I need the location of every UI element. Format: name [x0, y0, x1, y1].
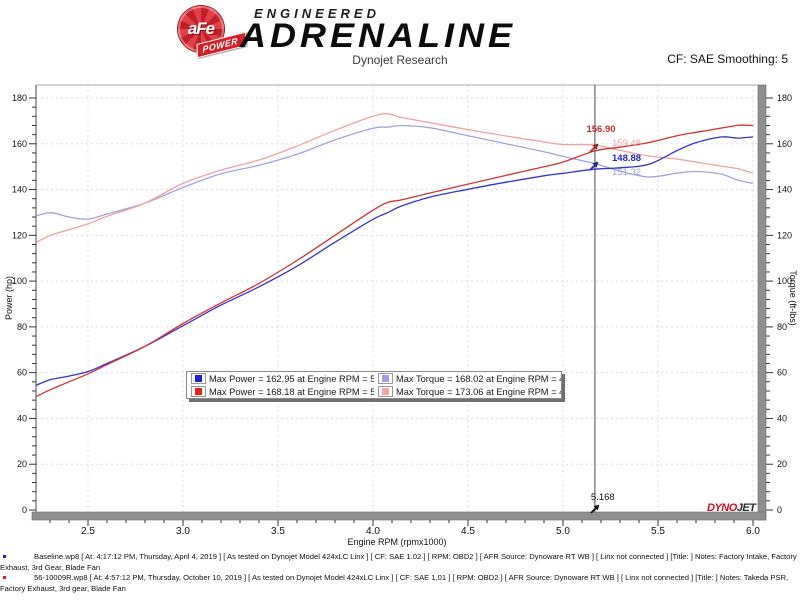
x-tick-label: 3.0 — [176, 526, 190, 537]
brand-adrenaline: ADRENALINE — [240, 15, 517, 55]
correction-factor-label: CF: SAE Smoothing: 5 — [667, 52, 788, 66]
y-right-tick-label: 0 — [777, 505, 782, 515]
marker-head — [592, 143, 599, 150]
dynojet-logo-jet: JET — [737, 502, 757, 514]
afe-logo-text: aFe — [187, 19, 215, 38]
x-tick-label: 4.0 — [366, 526, 380, 537]
cursor-marker-icon — [590, 504, 600, 514]
takeda-torque-curve — [36, 113, 754, 244]
marker-head — [593, 504, 600, 511]
x-tick-label: 3.5 — [271, 526, 285, 537]
y-right-tick-label: 40 — [777, 413, 787, 423]
y-left-tick-label: 60 — [17, 368, 27, 378]
y-left-tick-label: 20 — [17, 459, 27, 469]
y-right-tick-label: 60 — [777, 368, 787, 378]
run-info-footer: Baseline.wp8 [ At: 4:17:12 PM, Thursday,… — [0, 552, 798, 594]
legend-item-takeda-power: Max Power = 168.18 at Engine RPM = 5.93 — [187, 385, 374, 398]
cursor-value-label: 151.32 — [612, 167, 641, 178]
x-ticks: 2.5 3.0 3.5 4.0 4.5 5.0 5.5 6.0 — [49, 520, 760, 537]
dynojet-logo: DYNOJET — [707, 502, 757, 514]
cursor-rpm-label: 5.168 — [591, 492, 615, 503]
y-right-tick-label: 180 — [777, 93, 792, 103]
y-right-axis-title: Torque (ft-lbs) — [788, 270, 798, 326]
y-left-tick-label: 160 — [12, 139, 27, 149]
gridlines — [36, 85, 758, 512]
y-left-axis-title: Power (hp) — [4, 276, 14, 320]
baseline-power-swatch — [195, 375, 202, 382]
takeda-torque-swatch — [382, 388, 389, 395]
legend-label: Max Power = 168.18 at Engine RPM = 5.93 — [209, 386, 374, 397]
x-axis-band — [31, 511, 767, 521]
afe-logo: aFe POWER — [178, 4, 247, 59]
legend-item-baseline-torque: Max Torque = 168.02 at Engine RPM = 4.15 — [374, 372, 561, 385]
legend-swatch-frame — [378, 386, 393, 397]
brand-wordmark: ENGINEERED ADRENALINE — [240, 4, 517, 55]
y-right-tick-label: 140 — [777, 185, 792, 195]
report-title: Dynojet Research — [352, 53, 448, 67]
legend-label: Max Torque = 168.02 at Engine RPM = 4.15 — [396, 373, 561, 384]
run-info-baseline: Baseline.wp8 [ At: 4:17:12 PM, Thursday,… — [0, 552, 798, 573]
legend-swatch-frame — [191, 373, 206, 384]
cursor-marker-icon — [589, 161, 599, 171]
brand-logo: aFe POWER ENGINEERED ADRENALINE — [178, 4, 517, 59]
baseline-torque-swatch — [382, 375, 389, 382]
y-right-tick-label: 80 — [777, 322, 787, 332]
legend-swatch-frame — [191, 386, 206, 397]
cursor-marker-icon — [589, 143, 599, 153]
x-tick-label: 4.5 — [461, 526, 475, 537]
marker-head — [592, 161, 599, 168]
y-right-tick-label: 160 — [777, 139, 792, 149]
legend-label: Max Torque = 173.06 at Engine RPM = 4.08 — [396, 386, 561, 397]
x-tick-label: 6.0 — [746, 526, 760, 537]
y-right-tick-label: 120 — [777, 230, 792, 240]
y-left-tick-label: 140 — [12, 185, 27, 195]
brand-engineered: ENGINEERED — [254, 6, 380, 21]
takeda-power-curve — [36, 124, 754, 398]
cursor-value-label: 156.90 — [586, 124, 615, 135]
max-values-legend[interactable]: Max Power = 162.95 at Engine RPM = 5.83 … — [186, 371, 562, 399]
x-tick-label: 5.0 — [556, 526, 570, 537]
run-info-text: Baseline.wp8 [ At: 4:17:12 PM, Thursday,… — [0, 552, 797, 572]
baseline-torque-curve — [36, 124, 754, 220]
y-left-tick-label: 100 — [12, 276, 27, 286]
y-left-tick-label: 180 — [12, 93, 27, 103]
y-left-ticks: 0 20 40 60 80 100 120 140 160 180 — [12, 93, 36, 515]
x-tick-label: 2.5 — [81, 526, 95, 537]
x-axis-title: Engine RPM (rpmx1000) — [347, 537, 446, 547]
x-tick-label: 5.5 — [651, 526, 665, 537]
cursor-value-label: 159.48 — [612, 138, 641, 149]
legend-item-takeda-torque: Max Torque = 173.06 at Engine RPM = 4.08 — [374, 385, 561, 398]
y-left-tick-label: 0 — [22, 505, 27, 515]
legend-swatch-frame — [378, 373, 393, 384]
takeda-run-marker — [3, 576, 6, 580]
y-left-tick-label: 120 — [12, 230, 27, 240]
cursor-value-label: 148.88 — [612, 153, 641, 164]
curves — [36, 113, 754, 398]
legend-label: Max Power = 162.95 at Engine RPM = 5.83 — [209, 373, 374, 384]
y-right-tick-label: 20 — [777, 459, 787, 469]
run-info-text: 56-10009R.wp8 [ At: 4:57:12 PM, Thursday… — [0, 573, 789, 593]
baseline-run-marker — [3, 555, 6, 558]
y-right-tick-label: 100 — [777, 276, 792, 286]
y-left-tick-label: 80 — [17, 322, 27, 332]
run-info-takeda: 56-10009R.wp8 [ At: 4:57:12 PM, Thursday… — [0, 573, 798, 594]
y-right-ticks: 0 20 40 60 80 100 120 140 160 180 — [766, 93, 792, 515]
takeda-power-swatch — [195, 388, 202, 395]
dynojet-logo-dyno: DYNO — [707, 502, 738, 514]
y-right-axis-band — [757, 84, 767, 521]
legend-item-baseline-power: Max Power = 162.95 at Engine RPM = 5.83 — [187, 372, 374, 385]
y-left-tick-label: 40 — [17, 413, 27, 423]
